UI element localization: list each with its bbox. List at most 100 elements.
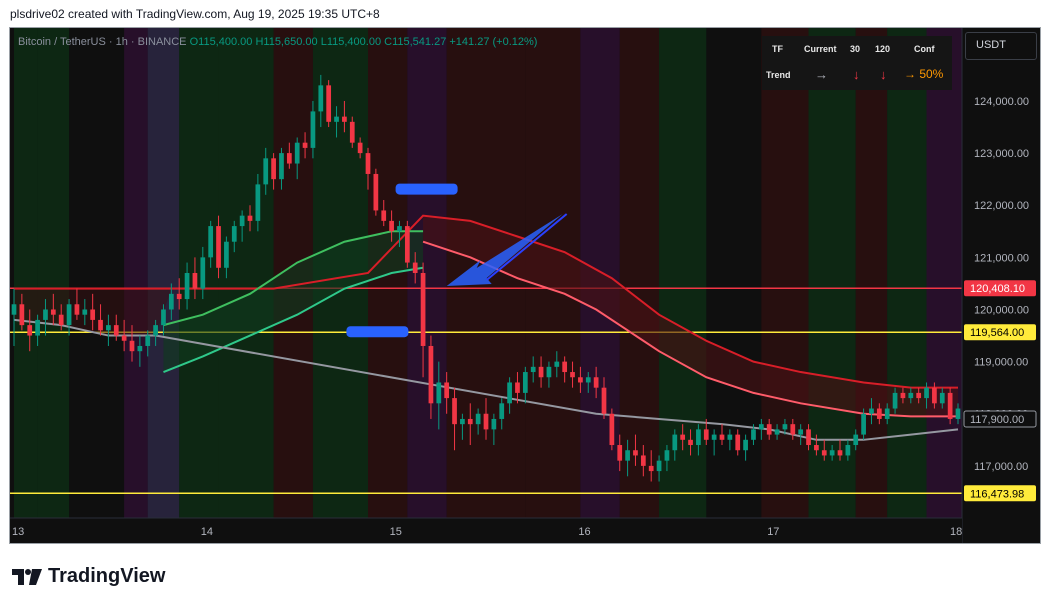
candle-body [263,158,269,185]
candle-body [279,153,284,180]
candle-body [412,262,418,273]
price-label-bg [963,410,1037,428]
candle-body [546,366,552,378]
candle [845,439,851,461]
currency-button[interactable]: USDT [965,32,1037,60]
price-label: 116,473.98 [964,485,1036,502]
price-chart[interactable]: 124,000.00 123,000.00 122,000.00 121,000.00… [10,28,1040,543]
price-label: 117,900.00 [963,410,1037,428]
legend-open: O115,400.00 [189,36,253,48]
candle [829,445,835,461]
candle [106,314,111,346]
trend-header-120: 120 [875,44,891,54]
candle-body [294,142,300,164]
y-tick-label: 124,000.00 [974,96,1029,108]
candle [916,387,922,404]
session-band [218,28,274,518]
candle-body [161,309,166,326]
candle [310,100,316,159]
candle [192,257,198,300]
candle-body [562,361,568,373]
price-label-text: 117,900.00 [970,414,1024,426]
candle-body [751,429,756,440]
logo-text: TradingView [48,565,166,587]
candle [617,434,623,472]
trend-row-label: Trend [766,70,791,80]
candle [200,246,206,300]
candle-body [869,408,874,414]
legend-low: L115,400.00 [320,36,382,48]
candle-body [837,450,843,456]
drawing-annotations [346,183,568,338]
y-tick-label: 122,000.00 [974,200,1029,212]
candle-body [924,387,929,399]
candle [837,439,843,461]
session-band [926,28,966,518]
candle [522,366,528,404]
candle-body [932,387,937,404]
candle [884,403,890,425]
candle [735,429,741,456]
session-band [147,28,180,518]
time-axis-bg [10,518,962,543]
candle-body [790,424,796,435]
candle-body [74,304,80,315]
trend-cell-120: ↓ [880,67,887,82]
candle-body [50,309,56,315]
candle-body [570,372,575,378]
candle [853,429,859,451]
legend-high: H115,650.00 [255,36,318,48]
candle [326,80,332,128]
candle-body [743,439,748,451]
candle-body [664,450,670,461]
candle [656,455,662,482]
ohlc-legend: Bitcoin / TetherUS · 1h · BINANCE O115,4… [18,36,537,48]
candle [538,356,544,388]
candle [758,418,764,440]
candle-body [247,215,253,221]
y-tick-label: 121,000.00 [974,252,1029,264]
trend-header-row: TF Current 30 120 Conf [762,40,952,60]
candle-body [648,465,654,472]
trend-cell-current: → [815,67,828,82]
candle-body [318,85,324,112]
candle-body [106,325,111,331]
time-axis: 13 14 15 16 17 18 [10,517,962,543]
candle-body [121,335,127,341]
candle-body [814,445,819,451]
candle-body [640,455,646,466]
trend-cell-conf: → 50% [904,67,944,81]
price-label-text: 120,408.10 [970,283,1025,295]
candle [349,116,355,148]
candle-body [349,121,355,143]
candle [27,309,33,352]
candle-body [153,325,158,336]
candle [924,382,929,409]
candle [585,372,591,393]
legend-symbol: Bitcoin / TetherUS · 1h · BINANCE [18,36,187,48]
candle-body [90,309,96,320]
candle-body [420,273,426,346]
candle [499,398,505,430]
candle-body [499,403,505,419]
candle-body [491,418,497,430]
chart-frame[interactable]: 124,000.00 123,000.00 122,000.00 121,000.00… [9,27,1041,544]
candle-body [19,304,25,326]
candle [578,366,583,393]
ema-cloud-green [163,231,424,373]
candle-body [239,215,245,227]
ema-cloud-red [423,215,959,417]
candle-body [955,408,961,419]
candle [570,361,575,388]
session-band [761,28,809,518]
candle-body [703,429,709,440]
y-tick-label: 120,000.00 [974,304,1029,316]
candle-body [609,413,615,446]
y-tick-label: 123,000.00 [974,148,1029,160]
candle-body [806,429,811,446]
candle [530,356,536,383]
candle-body [168,293,174,310]
candle-body [688,439,693,446]
trend-header-current: Current [804,44,837,54]
candle-body [286,153,292,164]
